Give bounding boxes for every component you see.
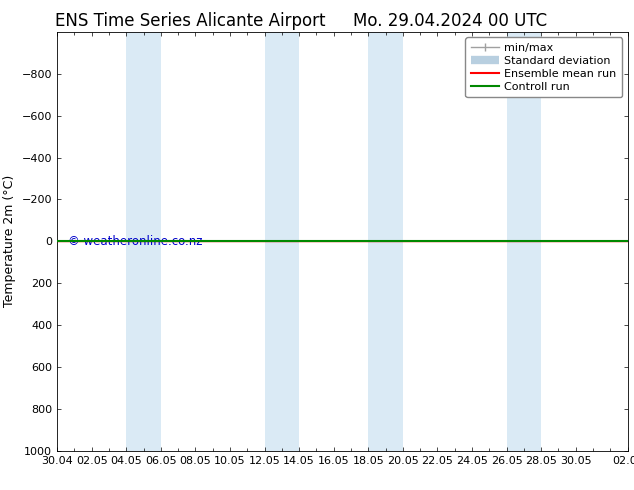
- Y-axis label: Temperature 2m (°C): Temperature 2m (°C): [3, 175, 16, 307]
- Bar: [126, 32, 161, 451]
- Text: Mo. 29.04.2024 00 UTC: Mo. 29.04.2024 00 UTC: [353, 12, 547, 30]
- Text: © weatheronline.co.nz: © weatheronline.co.nz: [68, 235, 203, 248]
- Text: ENS Time Series Alicante Airport: ENS Time Series Alicante Airport: [55, 12, 325, 30]
- Bar: [264, 32, 299, 451]
- Bar: [507, 32, 541, 451]
- Legend: min/max, Standard deviation, Ensemble mean run, Controll run: min/max, Standard deviation, Ensemble me…: [465, 37, 622, 98]
- Bar: [628, 32, 634, 451]
- Bar: [368, 32, 403, 451]
